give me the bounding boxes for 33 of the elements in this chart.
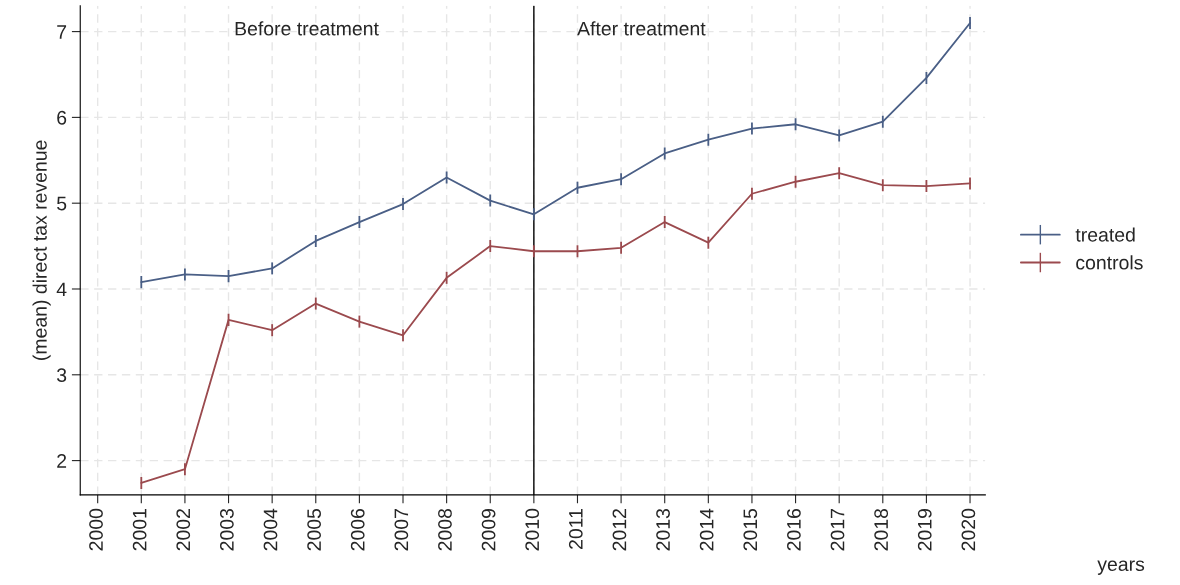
x-tick-label: 2020 — [961, 508, 976, 551]
x-tick-label: 2001 — [132, 509, 147, 551]
text: years — [1097, 560, 1145, 575]
x-tick-label: 2004 — [263, 508, 278, 551]
x-tick-label: 2000 — [89, 508, 103, 551]
x-tick-label: 2016 — [787, 508, 801, 551]
x-tick-label: 2006 — [350, 508, 365, 551]
x-tick-label: 2003 — [219, 508, 234, 551]
x-tick-label: 2010 — [525, 508, 540, 551]
x-tick-label: 2014 — [699, 508, 714, 551]
x-tick-label: 2013 — [656, 508, 670, 551]
x-tick-label: 2017 — [830, 509, 845, 551]
y-axis-title: (mean) direct tax revenue — [32, 140, 51, 360]
x-tick-label: 2007 — [394, 509, 409, 551]
y-tick-label: 2 — [57, 454, 67, 468]
x-tick-label: 2019 — [917, 509, 932, 551]
legend-label: treated — [1075, 227, 1135, 242]
x-tick-label: 2005 — [307, 508, 321, 551]
y-tick-label: 5 — [57, 196, 67, 211]
x-tick-label: 2015 — [743, 508, 758, 551]
y-tick-label: 7 — [57, 25, 67, 39]
annotation: Before treatment — [235, 21, 379, 36]
x-tick-label: 2018 — [874, 508, 889, 551]
y-tick-label: 4 — [56, 282, 67, 297]
annotation: After treatment — [577, 21, 706, 36]
x-tick-label: 2011 — [568, 509, 583, 549]
y-tick-label: 6 — [57, 110, 67, 125]
x-tick-label: 2002 — [176, 509, 191, 551]
x-tick-label: 2008 — [438, 508, 452, 551]
legend-label: controls — [1076, 255, 1143, 270]
x-tick-label: 2012 — [612, 509, 627, 551]
y-tick-label: 3 — [56, 368, 67, 383]
x-tick-label: 2009 — [481, 509, 496, 551]
